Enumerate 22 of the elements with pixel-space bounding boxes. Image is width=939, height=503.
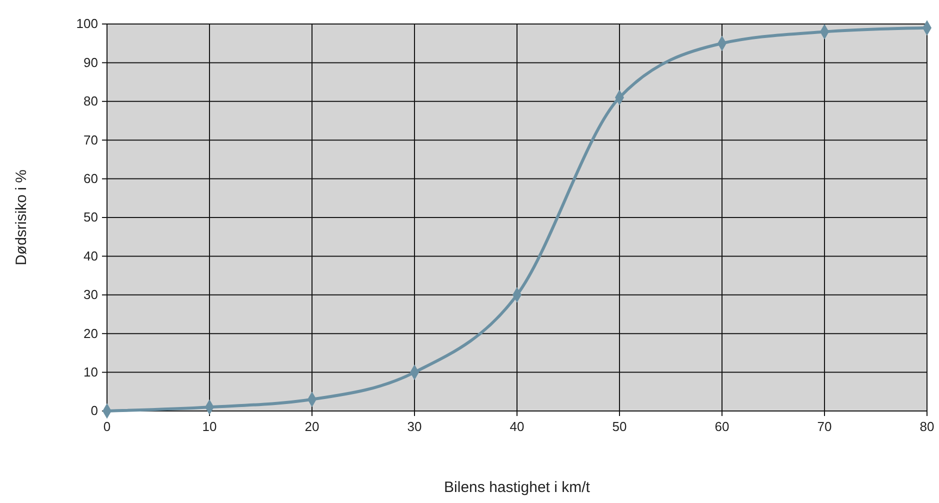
y-tick-label: 20 [84, 326, 98, 341]
y-tick-label: 70 [84, 132, 98, 148]
y-axis-title: Dødsrisiko i % [13, 170, 30, 266]
x-tick-label: 10 [202, 419, 217, 434]
y-tick-label: 30 [84, 287, 98, 302]
y-tick-label: 100 [76, 16, 98, 32]
x-tick-label: 20 [304, 419, 320, 434]
y-tick-label: 0 [90, 403, 98, 418]
x-axis-title: Bilens hastighet i km/t [444, 479, 591, 496]
y-tick-label: 10 [84, 364, 98, 380]
x-tick-label: 40 [510, 419, 524, 434]
y-tick-label: 90 [84, 54, 98, 70]
x-tick-label: 70 [817, 419, 832, 434]
y-tick-label: 50 [84, 210, 98, 225]
x-tick-label: 30 [407, 419, 422, 434]
x-tick-label: 80 [920, 419, 934, 434]
y-tick-label: 60 [84, 170, 98, 186]
x-tick-label: 60 [714, 419, 730, 434]
y-tick-label: 80 [84, 94, 98, 109]
x-tick-label: 0 [103, 419, 111, 434]
y-tick-label: 40 [84, 248, 98, 264]
x-tick-label: 50 [612, 419, 627, 434]
